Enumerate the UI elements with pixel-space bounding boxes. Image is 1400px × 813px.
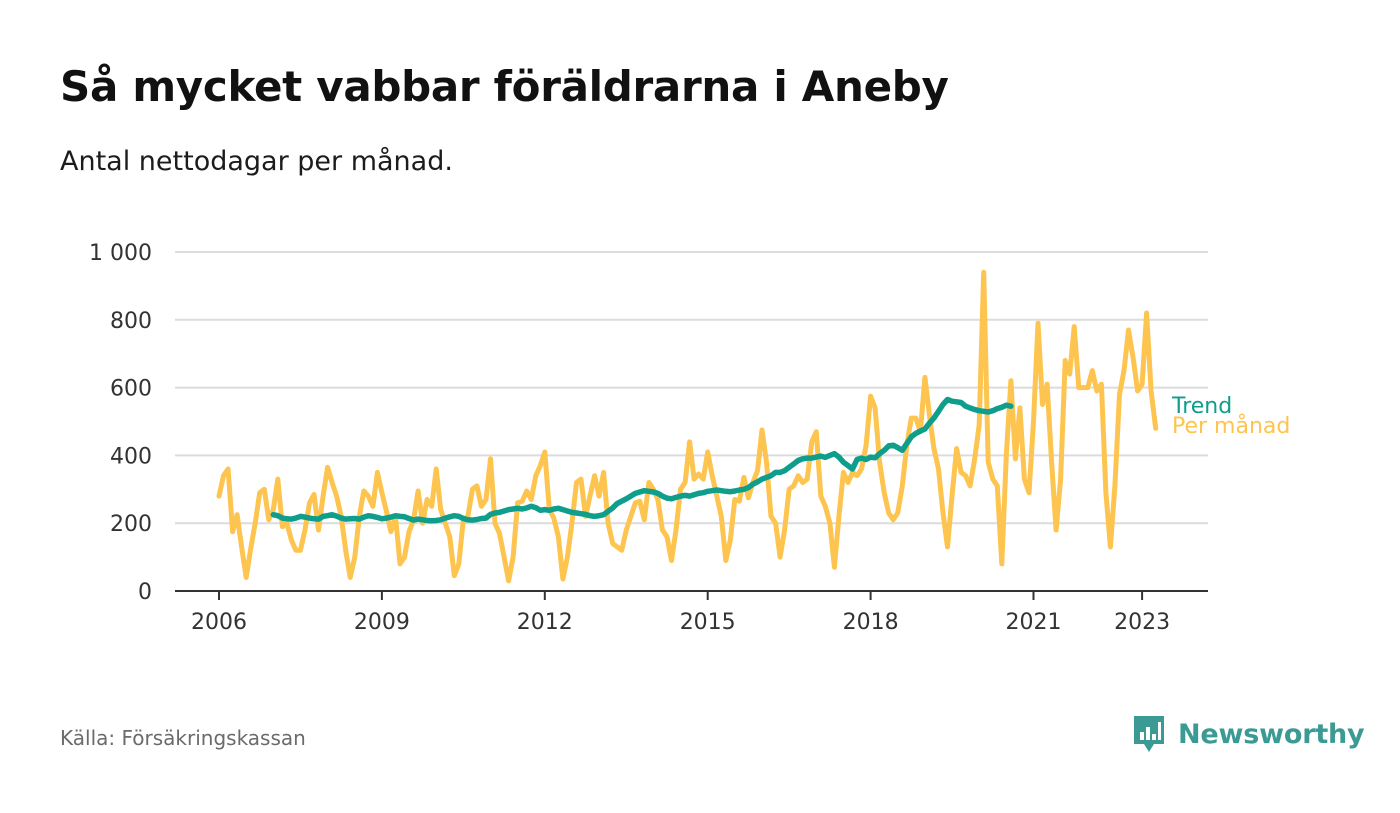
x-tick-label: 2021 (1006, 610, 1062, 635)
series-label-per-manad: Per månad (1172, 413, 1290, 439)
y-tick-label: 0 (138, 580, 152, 605)
brand-name: Newsworthy (1178, 718, 1365, 750)
brand-logo: Newsworthy (1132, 712, 1365, 756)
grid-lines (175, 251, 1208, 592)
x-axis-tick-labels: 2006 2009 2012 2015 2018 2021 2023 (191, 591, 1170, 635)
y-tick-label: 1 000 (89, 241, 152, 266)
x-tick-label: 2023 (1114, 610, 1170, 635)
y-tick-label: 800 (110, 309, 152, 334)
y-tick-label: 400 (110, 444, 152, 469)
series-lines (216, 269, 1159, 584)
y-tick-label: 200 (110, 512, 152, 537)
series-line-per-manad (216, 269, 1159, 584)
y-axis-tick-labels: 0 200 400 600 800 1 000 (89, 241, 152, 605)
series-line-trend (270, 396, 1014, 524)
x-tick-label: 2009 (354, 610, 410, 635)
x-tick-label: 2015 (680, 610, 736, 635)
y-tick-label: 600 (110, 377, 152, 402)
x-tick-label: 2006 (191, 610, 247, 635)
chart-subtitle: Antal nettodagar per månad. (60, 146, 453, 177)
source-note: Källa: Försäkringskassan (60, 726, 306, 750)
newsworthy-logo-icon (1134, 716, 1164, 752)
x-tick-label: 2018 (843, 610, 899, 635)
series-label-trend: Trend (1171, 394, 1232, 419)
chart-title: Så mycket vabbar föräldrarna i Aneby (60, 62, 949, 111)
x-tick-label: 2012 (517, 610, 573, 635)
